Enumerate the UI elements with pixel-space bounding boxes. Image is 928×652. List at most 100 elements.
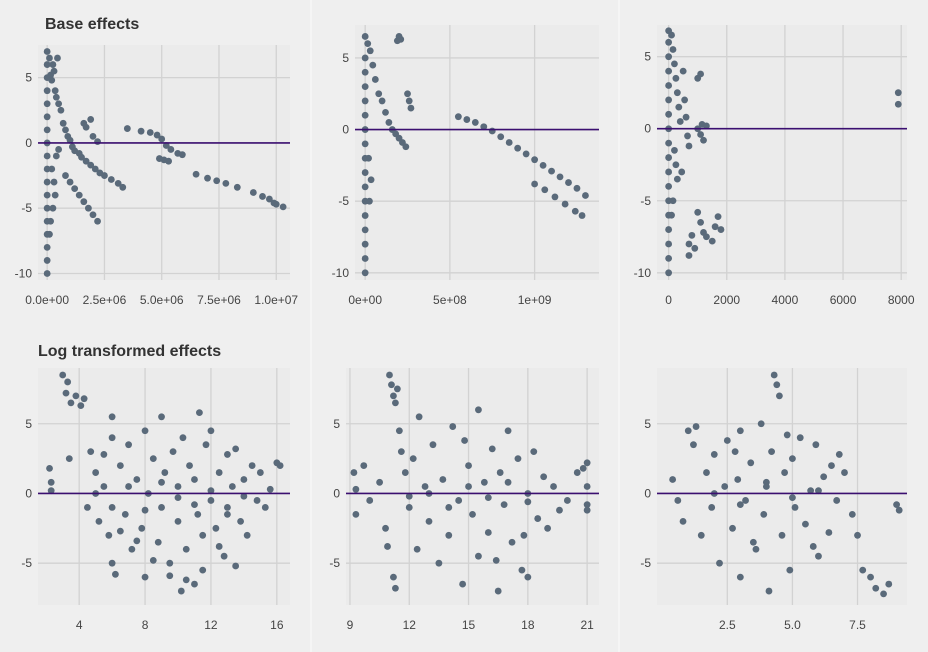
data-point	[365, 154, 372, 162]
data-point	[89, 211, 97, 219]
data-point	[369, 61, 377, 69]
data-point	[119, 183, 127, 191]
data-point	[272, 200, 280, 208]
data-point	[435, 559, 443, 567]
data-point	[854, 531, 861, 539]
data-point	[550, 483, 557, 490]
data-point	[573, 469, 581, 476]
data-point	[55, 100, 63, 108]
data-point	[43, 48, 51, 55]
data-point	[192, 170, 200, 178]
y-tick-label: 5	[333, 417, 340, 431]
panel-background	[657, 25, 907, 280]
data-point	[397, 448, 405, 456]
data-point	[504, 478, 512, 486]
data-point	[461, 437, 468, 444]
data-point	[361, 33, 369, 40]
data-point	[166, 572, 174, 580]
data-point	[775, 392, 783, 400]
data-point	[361, 97, 369, 105]
y-tick-label: -10	[15, 266, 33, 280]
data-point	[64, 378, 72, 386]
data-point	[573, 184, 581, 192]
x-tick-label: 7.5	[849, 618, 866, 632]
data-point	[364, 40, 372, 48]
data-point	[361, 140, 369, 148]
data-point	[789, 455, 796, 463]
data-point	[116, 462, 124, 469]
data-point	[665, 240, 673, 248]
x-tick-label: 0e+00	[348, 293, 382, 307]
data-point	[697, 70, 705, 78]
y-tick-label: -5	[329, 556, 340, 570]
data-point	[207, 427, 215, 435]
data-point	[679, 517, 687, 525]
data-point	[807, 487, 815, 495]
data-point	[67, 399, 75, 407]
data-point	[665, 53, 673, 61]
data-point	[361, 269, 369, 277]
data-point	[678, 168, 686, 176]
data-point	[791, 504, 799, 511]
data-point	[177, 587, 185, 595]
data-point	[665, 226, 673, 233]
data-point	[80, 198, 88, 206]
data-point	[893, 501, 900, 509]
data-point	[361, 68, 369, 76]
data-point	[514, 144, 522, 152]
x-tick-label: 6000	[830, 293, 857, 307]
data-point	[194, 510, 202, 518]
data-point	[835, 451, 843, 458]
data-point	[405, 492, 413, 500]
data-point	[361, 212, 369, 219]
data-point	[484, 494, 492, 502]
data-point	[697, 131, 705, 138]
data-point	[520, 531, 528, 539]
data-point	[186, 462, 193, 469]
data-point	[165, 157, 172, 165]
data-point	[43, 87, 51, 95]
data-point	[158, 413, 165, 421]
data-point	[676, 118, 684, 125]
data-point	[556, 173, 564, 181]
data-point	[841, 469, 848, 476]
data-point	[114, 179, 122, 187]
data-point	[77, 402, 85, 410]
data-point	[828, 462, 835, 469]
y-tick-label: 0	[333, 486, 340, 500]
data-point	[708, 237, 716, 245]
data-point	[82, 157, 90, 165]
data-point	[108, 434, 116, 442]
panel-background	[38, 368, 290, 605]
x-tick-label: 8	[142, 618, 149, 632]
data-point	[352, 485, 360, 493]
data-point	[480, 478, 488, 486]
y-tick-label: -5	[21, 201, 32, 215]
data-point	[688, 231, 696, 239]
row-title-base: Base effects	[45, 16, 140, 33]
data-point	[885, 580, 893, 588]
data-point	[665, 269, 673, 277]
data-point	[671, 146, 678, 154]
data-point	[261, 504, 269, 511]
data-point	[496, 469, 504, 476]
data-point	[768, 448, 775, 456]
data-point	[43, 257, 51, 264]
data-point	[361, 183, 369, 191]
data-point	[524, 573, 532, 581]
data-point	[809, 543, 817, 550]
data-point	[256, 469, 264, 476]
data-point	[449, 423, 457, 430]
scatter-panel-3: 0 2000 4000 6000 8000 -10 -5 0 5	[634, 25, 915, 307]
data-point	[518, 566, 526, 574]
data-point	[154, 538, 162, 546]
data-point	[690, 441, 697, 449]
data-point	[366, 47, 374, 55]
data-point	[243, 531, 251, 539]
data-point	[161, 469, 169, 476]
y-tick-label: -10	[332, 266, 350, 280]
data-point	[50, 178, 58, 186]
data-point	[80, 395, 88, 403]
data-point	[524, 498, 532, 506]
